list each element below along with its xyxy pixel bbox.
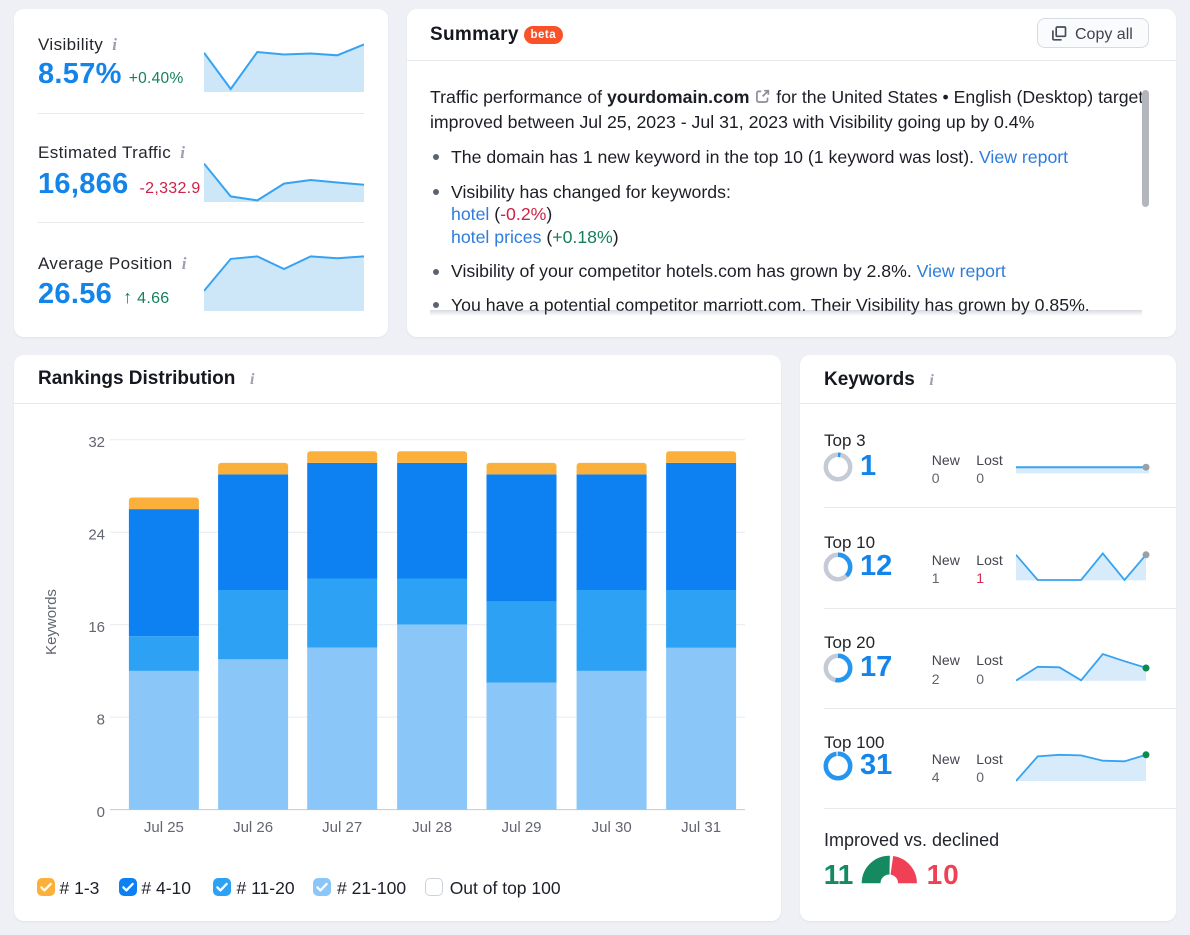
svg-text:24: 24: [88, 526, 105, 543]
svg-text:Jul 29: Jul 29: [501, 819, 541, 836]
svg-text:Jul 27: Jul 27: [322, 819, 362, 836]
svg-text:16: 16: [88, 619, 105, 636]
svg-text:Jul 25: Jul 25: [144, 819, 184, 836]
svg-text:Jul 26: Jul 26: [233, 819, 273, 836]
svg-text:Jul 30: Jul 30: [592, 819, 632, 836]
svg-text:0: 0: [97, 804, 105, 821]
svg-text:Keywords: Keywords: [43, 589, 60, 655]
svg-text:32: 32: [88, 434, 105, 451]
svg-text:8: 8: [97, 711, 105, 728]
svg-text:Jul 28: Jul 28: [412, 819, 452, 836]
svg-text:Jul 31: Jul 31: [681, 819, 721, 836]
